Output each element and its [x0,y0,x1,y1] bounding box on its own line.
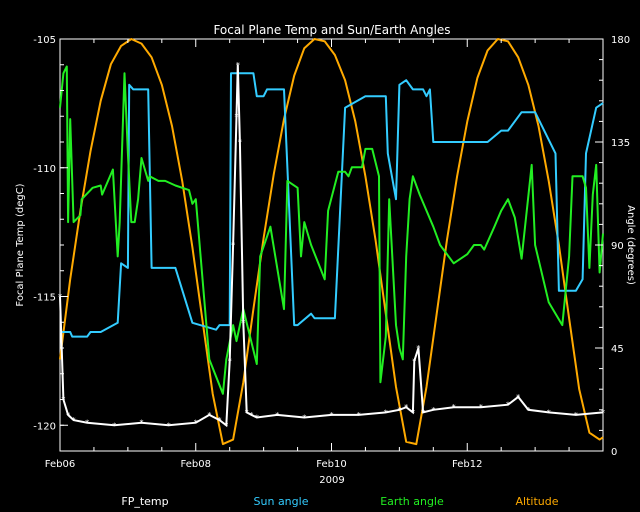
y-left-tick-label: -110 [33,164,56,175]
legend-sun-angle: Sun angle [254,495,309,508]
series-point-fp-temp: * [238,138,242,147]
series-point-fp-temp: * [72,416,76,425]
series-point-fp-temp: * [416,344,420,353]
axis-layer: Feb06 Feb08 Feb10 Feb12 -105 -110 -115 -120 180 1… [33,35,630,470]
series-point-fp-temp: * [236,61,240,70]
series-point-fp-temp: * [431,406,435,415]
series-line-sun-angle [60,72,604,338]
series-point-fp-temp: * [234,112,238,121]
series-point-fp-temp: * [357,411,361,420]
series-point-fp-temp: * [516,393,520,402]
series-layer: ****************************************… [58,38,605,446]
series-point-fp-temp: * [249,411,253,420]
series-point-fp-temp: * [207,411,211,420]
x-tick-label: Feb06 [45,459,75,470]
x-axis-label: 2009 [319,475,344,486]
series-point-fp-temp: * [397,406,401,415]
series-point-fp-temp: * [167,421,171,430]
y-right-tick-label: 90 [611,241,624,252]
series-point-fp-temp: * [224,421,228,430]
series-point-fp-temp: * [85,419,89,428]
legend: FP_temp Sun angle Earth angle Altitude [121,495,558,508]
series-point-fp-temp: * [601,408,605,417]
series-point-fp-temp: * [275,411,279,420]
y-right-tick-label: 0 [611,447,617,458]
y-axis-label-left: Focal Plane Temp (degC) [15,183,26,306]
x-tick-label: Feb10 [316,459,346,470]
series-point-fp-temp: * [218,416,222,425]
series-point-fp-temp: * [231,241,235,250]
series-point-fp-temp: * [255,414,259,423]
series-point-fp-temp: * [330,411,334,420]
x-tick-label: Feb08 [181,459,211,470]
series-point-fp-temp: * [302,414,306,423]
y-left-tick-label: -105 [33,35,56,46]
series-point-fp-temp: * [66,411,70,420]
y-right-tick-label: 45 [611,344,624,355]
series-line-fp-temp [59,64,604,428]
x-tick-label: Feb12 [452,459,482,470]
series-point-fp-temp: * [411,408,415,417]
legend-altitude: Altitude [516,495,559,508]
y-right-tick-label: 135 [611,138,630,149]
legend-earth-angle: Earth angle [380,495,444,508]
y-left-tick-label: -120 [33,421,56,432]
series-line-altitude [59,38,604,446]
series-point-fp-temp: * [479,403,483,412]
series-point-fp-temp: * [404,403,408,412]
y-left-tick-label: -115 [33,293,56,304]
series-point-fp-temp: * [384,408,388,417]
series-point-fp-temp: * [526,406,530,415]
series-point-fp-temp: * [412,357,416,366]
y-right-tick-label: 180 [611,35,630,46]
chart-title: Focal Plane Temp and Sun/Earth Angles [213,23,450,37]
series-point-fp-temp: * [574,411,578,420]
series-point-fp-temp: * [421,408,425,417]
legend-fp-temp: FP_temp [121,495,168,508]
series-point-fp-temp: * [506,401,510,410]
y-axis-label-right: Angle (degrees) [625,205,636,285]
series-point-fp-temp: * [245,408,249,417]
series-point-fp-temp: * [241,318,245,327]
series-point-fp-temp: * [194,419,198,428]
series-point-fp-temp: * [228,357,232,366]
series-point-fp-temp: * [452,403,456,412]
series-line-earth-angle [59,65,604,395]
series-point-fp-temp: * [547,408,551,417]
series-point-fp-temp: * [112,421,116,430]
series-point-fp-temp: * [139,419,143,428]
